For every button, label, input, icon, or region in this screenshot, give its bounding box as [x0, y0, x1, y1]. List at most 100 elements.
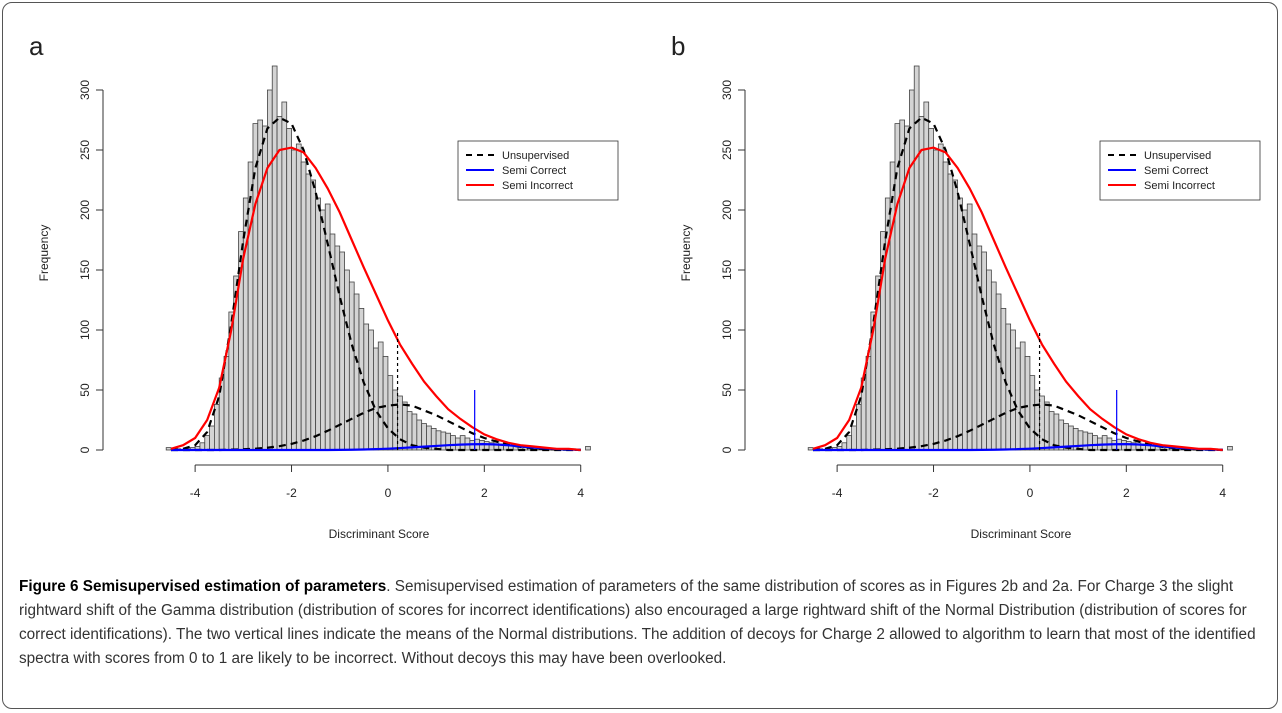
bar: [807, 447, 814, 451]
bar: [315, 197, 321, 451]
bar: [981, 251, 987, 451]
bar: [435, 430, 442, 451]
x-tick-label: -4: [832, 486, 843, 500]
bar: [209, 425, 215, 451]
bar: [990, 281, 997, 451]
curve: [170, 146, 581, 452]
bar: [300, 161, 307, 451]
bar: [295, 143, 302, 451]
y-tick-label: 50: [78, 383, 92, 397]
bar: [247, 161, 254, 451]
bar: [348, 281, 355, 451]
bar: [344, 269, 350, 451]
bar: [918, 116, 925, 451]
x-tick-label: 2: [481, 486, 488, 500]
bar: [310, 179, 317, 451]
bar: [962, 209, 968, 451]
bar: [1092, 435, 1098, 451]
bar: [1029, 375, 1036, 451]
legend-box: [1099, 140, 1261, 201]
bar: [257, 119, 263, 451]
legend-label: Semi Incorrect: [502, 180, 573, 192]
bar: [1034, 389, 1040, 451]
panel: b -4 -2 0 2 4 0 50 100 150 200 250 300 Discriminant S…: [671, 31, 1261, 541]
y-tick-label: 300: [78, 80, 92, 100]
x-tick-label: 2: [1123, 486, 1130, 500]
y-axis-label: Frequency: [37, 225, 51, 282]
caption-text: . Semisupervised estimation of parameter…: [19, 578, 1256, 667]
bar: [1039, 395, 1045, 451]
bar: [585, 445, 591, 451]
bar: [1227, 445, 1233, 451]
y-tick-label: 200: [720, 200, 734, 220]
curve: [171, 443, 581, 452]
bar: [1005, 323, 1012, 451]
bar: [382, 355, 389, 451]
legend-label: Unsupervised: [502, 150, 569, 162]
bar: [320, 209, 326, 451]
x-tick-label: 4: [577, 486, 584, 500]
legend-label: Unsupervised: [1144, 150, 1211, 162]
y-tick-label: 200: [78, 200, 92, 220]
bar: [397, 395, 403, 451]
curve: [812, 116, 1223, 452]
bar: [291, 149, 297, 451]
y-tick-label: 100: [78, 320, 92, 340]
legend-label: Semi Correct: [502, 165, 566, 177]
bar: [928, 128, 934, 451]
bar: [368, 329, 374, 451]
bar: [223, 355, 230, 451]
caption-title: Semisupervised estimation of parameters: [82, 578, 387, 595]
bar: [387, 375, 394, 451]
x-axis-label: Discriminant Score: [329, 527, 430, 541]
legend-label: Semi Correct: [1144, 165, 1208, 177]
bar: [339, 251, 345, 451]
y-tick-label: 0: [78, 446, 92, 453]
y-tick-label: 0: [720, 446, 734, 453]
bar: [952, 179, 959, 451]
x-tick-label: -2: [286, 486, 297, 500]
bar: [851, 425, 857, 451]
panel: a -4 -2 0 2 4 0 50 100 150 200 250 300 Discriminant S…: [29, 31, 619, 541]
curve: [170, 116, 581, 452]
bar: [1010, 329, 1016, 451]
panel-label: a: [29, 31, 44, 61]
x-axis-label: Discriminant Score: [971, 527, 1072, 541]
bar: [1082, 431, 1089, 451]
x-tick-label: 0: [385, 486, 392, 500]
bar: [986, 269, 992, 451]
bar: [1077, 430, 1084, 451]
bar: [281, 101, 288, 451]
y-tick-label: 150: [720, 260, 734, 280]
bar: [1024, 355, 1031, 451]
bar: [450, 435, 456, 451]
curve: [812, 146, 1223, 452]
x-tick-label: 4: [1219, 486, 1226, 500]
bar: [995, 293, 1002, 451]
bar: [440, 431, 447, 451]
bar: [846, 435, 852, 451]
bar: [377, 341, 384, 451]
bar: [865, 355, 872, 451]
bar: [305, 173, 312, 451]
curve: [813, 443, 1223, 452]
bar: [445, 432, 451, 451]
bar: [1015, 347, 1021, 451]
bar: [353, 293, 360, 451]
bar: [267, 89, 273, 451]
bar: [373, 347, 379, 451]
bar: [923, 101, 930, 451]
caption-label: Figure 6: [19, 578, 79, 595]
bar: [889, 161, 896, 451]
bar: [483, 441, 490, 451]
bar: [942, 161, 949, 451]
bar: [947, 173, 954, 451]
bar: [933, 149, 939, 451]
bar: [909, 89, 915, 451]
bar: [937, 143, 944, 451]
y-tick-label: 250: [78, 140, 92, 160]
chart-area: a -4 -2 0 2 4 0 50 100 150 200 250 300 Discriminant S…: [29, 31, 1261, 541]
panel-label: b: [671, 31, 685, 61]
